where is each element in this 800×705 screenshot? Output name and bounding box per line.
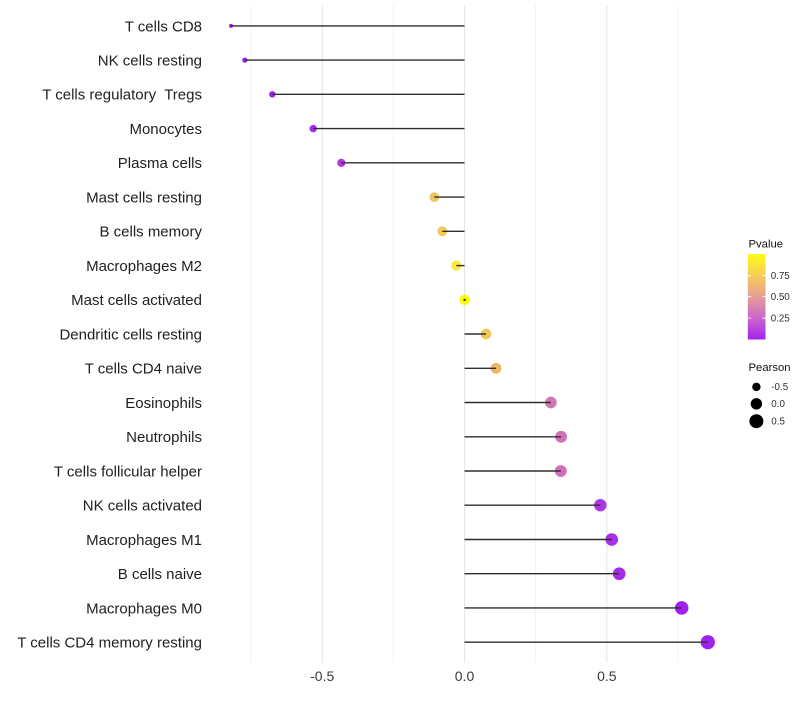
svg-text:-0.5: -0.5	[771, 382, 788, 393]
svg-text:B cells naive: B cells naive	[118, 566, 202, 583]
svg-text:T cells CD4 naive: T cells CD4 naive	[85, 361, 202, 378]
svg-text:Plasma cells: Plasma cells	[118, 155, 202, 172]
svg-text:Pearson: Pearson	[749, 362, 791, 374]
svg-text:T cells CD4 memory resting: T cells CD4 memory resting	[17, 635, 202, 652]
svg-text:Pvalue: Pvalue	[749, 239, 784, 251]
svg-text:Mast cells activated: Mast cells activated	[71, 292, 202, 309]
svg-text:Monocytes: Monocytes	[129, 121, 202, 138]
svg-text:Neutrophils: Neutrophils	[126, 429, 202, 446]
svg-text:B cells memory: B cells memory	[99, 224, 202, 241]
svg-text:T cells CD8: T cells CD8	[125, 18, 202, 35]
svg-text:Dendritic cells resting: Dendritic cells resting	[59, 326, 202, 343]
svg-text:0.75: 0.75	[771, 271, 791, 282]
svg-text:T cells follicular helper: T cells follicular helper	[54, 463, 202, 480]
svg-text:0.0: 0.0	[771, 399, 785, 410]
svg-text:Mast cells resting: Mast cells resting	[86, 190, 202, 207]
svg-text:NK cells resting: NK cells resting	[98, 53, 202, 70]
svg-text:Macrophages M0: Macrophages M0	[86, 600, 202, 617]
svg-text:0.5: 0.5	[771, 417, 785, 428]
svg-text:0.0: 0.0	[455, 668, 475, 684]
svg-text:Macrophages M2: Macrophages M2	[86, 258, 202, 275]
svg-text:0.25: 0.25	[771, 313, 791, 324]
svg-text:T cells regulatory Tregs: T cells regulatory Tregs	[42, 87, 202, 104]
svg-text:NK cells activated: NK cells activated	[83, 498, 202, 515]
svg-text:Eosinophils: Eosinophils	[125, 395, 202, 412]
svg-text:-0.5: -0.5	[310, 668, 334, 684]
svg-text:0.50: 0.50	[771, 292, 791, 303]
svg-text:0.5: 0.5	[597, 668, 617, 684]
svg-text:Macrophages M1: Macrophages M1	[86, 532, 202, 549]
